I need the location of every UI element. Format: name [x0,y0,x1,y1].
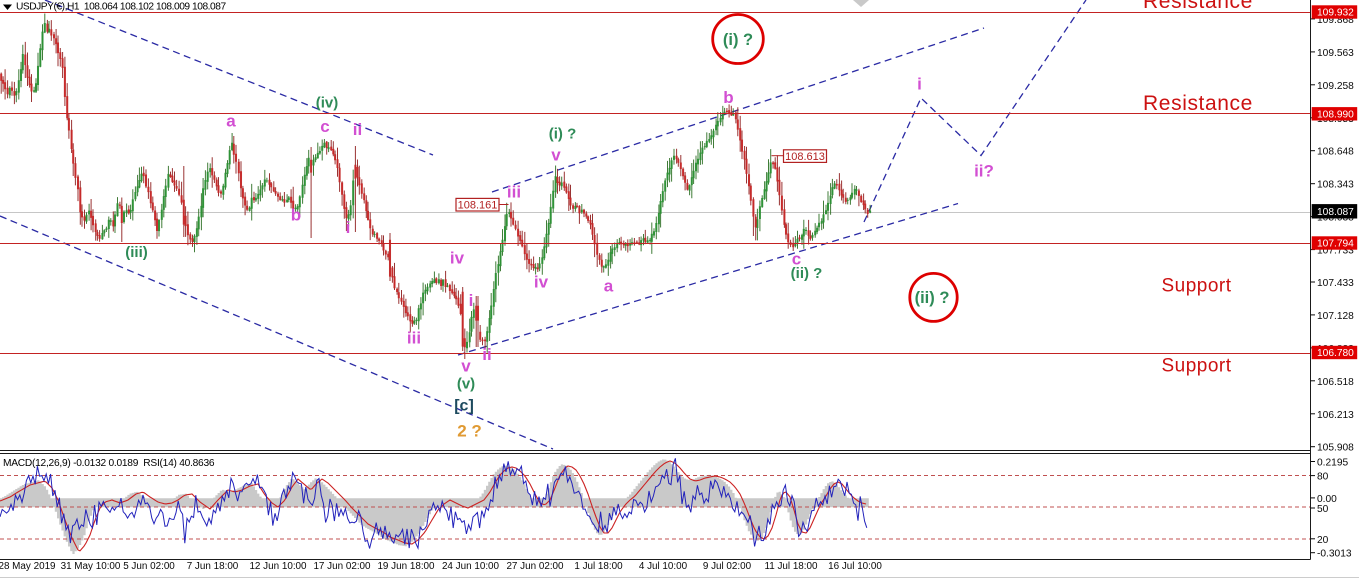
svg-text:c: c [792,250,801,269]
svg-text:iii: iii [407,329,421,348]
svg-text:USDJPY(€),H1 108.064 108.102: USDJPY(€),H1 108.064 108.102 108.009 108… [16,2,226,13]
svg-text:109.563: 109.563 [1317,48,1354,59]
svg-text:106.780: 106.780 [1317,348,1354,359]
svg-text:108.648: 108.648 [1317,147,1354,158]
svg-text:a: a [226,112,236,131]
svg-text:-0.3013: -0.3013 [1317,549,1352,560]
svg-text:12 Jun 10:00: 12 Jun 10:00 [249,561,307,572]
svg-text:Support: Support [1161,276,1231,297]
svg-text:108.613: 108.613 [785,151,825,163]
svg-text:20: 20 [1317,535,1329,546]
svg-text:iv: iv [534,273,549,292]
svg-text:109.932: 109.932 [1317,8,1354,19]
svg-text:7 Jun 18:00: 7 Jun 18:00 [187,561,239,572]
svg-text:iv: iv [450,249,465,268]
svg-text:108.990: 108.990 [1317,110,1354,121]
svg-text:i: i [346,218,351,237]
svg-text:50: 50 [1317,504,1329,515]
svg-text:24 Jun 10:00: 24 Jun 10:00 [442,561,500,572]
svg-text:107.433: 107.433 [1317,278,1354,289]
svg-text:c: c [320,117,329,136]
svg-text:9 Jul 02:00: 9 Jul 02:00 [703,561,752,572]
svg-text:27 Jun 02:00: 27 Jun 02:00 [506,561,564,572]
svg-text:108.087: 108.087 [1317,207,1354,218]
svg-text:107.794: 107.794 [1317,239,1354,250]
svg-text:(ii) ?: (ii) ? [915,289,950,307]
svg-text:ii: ii [482,345,491,364]
svg-text:Resistance: Resistance [1143,0,1253,13]
svg-text:1 Jul 18:00: 1 Jul 18:00 [574,561,623,572]
svg-text:11 Jul 18:00: 11 Jul 18:00 [764,561,818,572]
svg-text:(ii) ?: (ii) ? [791,265,823,282]
svg-text:16 Jul 10:00: 16 Jul 10:00 [828,561,882,572]
svg-text:iii: iii [507,183,521,202]
svg-text:109.258: 109.258 [1317,81,1354,92]
svg-text:v: v [461,357,471,376]
svg-text:MACD(12,26,9) -0.0132 0.0189: MACD(12,26,9) -0.0132 0.0189 RSI(14) 40.… [3,458,215,469]
svg-text:(i) ?: (i) ? [549,126,577,143]
svg-text:(iv): (iv) [316,95,339,112]
svg-text:4 Jul 10:00: 4 Jul 10:00 [639,561,688,572]
svg-text:108.343: 108.343 [1317,180,1354,191]
svg-text:109.868: 109.868 [1317,15,1354,26]
svg-text:19 Jun 18:00: 19 Jun 18:00 [377,561,435,572]
svg-text:2 ?: 2 ? [457,422,482,441]
svg-text:ii: ii [353,120,362,139]
svg-text:107.128: 107.128 [1317,311,1354,322]
svg-text:105.908: 105.908 [1317,443,1354,454]
svg-text:108.161: 108.161 [458,200,498,212]
svg-text:28 May 2019: 28 May 2019 [0,561,56,572]
svg-text:(iii): (iii) [125,244,148,261]
svg-text:b: b [723,88,733,107]
svg-text:107.733: 107.733 [1317,246,1354,257]
svg-text:31 May 10:00: 31 May 10:00 [61,561,121,572]
svg-text:i: i [917,75,922,94]
svg-text:17 Jun 02:00: 17 Jun 02:00 [313,561,371,572]
svg-text:0.2195: 0.2195 [1317,458,1348,469]
svg-text:80: 80 [1317,472,1329,483]
svg-text:i: i [469,291,474,310]
svg-text:5 Jun 02:00: 5 Jun 02:00 [123,561,175,572]
svg-text:Support: Support [1161,356,1231,377]
svg-text:106.518: 106.518 [1317,377,1354,388]
svg-text:0.00: 0.00 [1317,494,1337,505]
svg-text:ii?: ii? [974,162,994,181]
svg-text:(i) ?: (i) ? [723,31,753,49]
svg-text:v: v [551,146,561,165]
svg-text:(v): (v) [457,376,475,393]
svg-text:106.213: 106.213 [1317,410,1354,421]
svg-text:b: b [291,206,301,225]
svg-text:a: a [604,277,614,296]
svg-text:[c]: [c] [454,398,474,415]
svg-text:Resistance: Resistance [1143,92,1253,115]
